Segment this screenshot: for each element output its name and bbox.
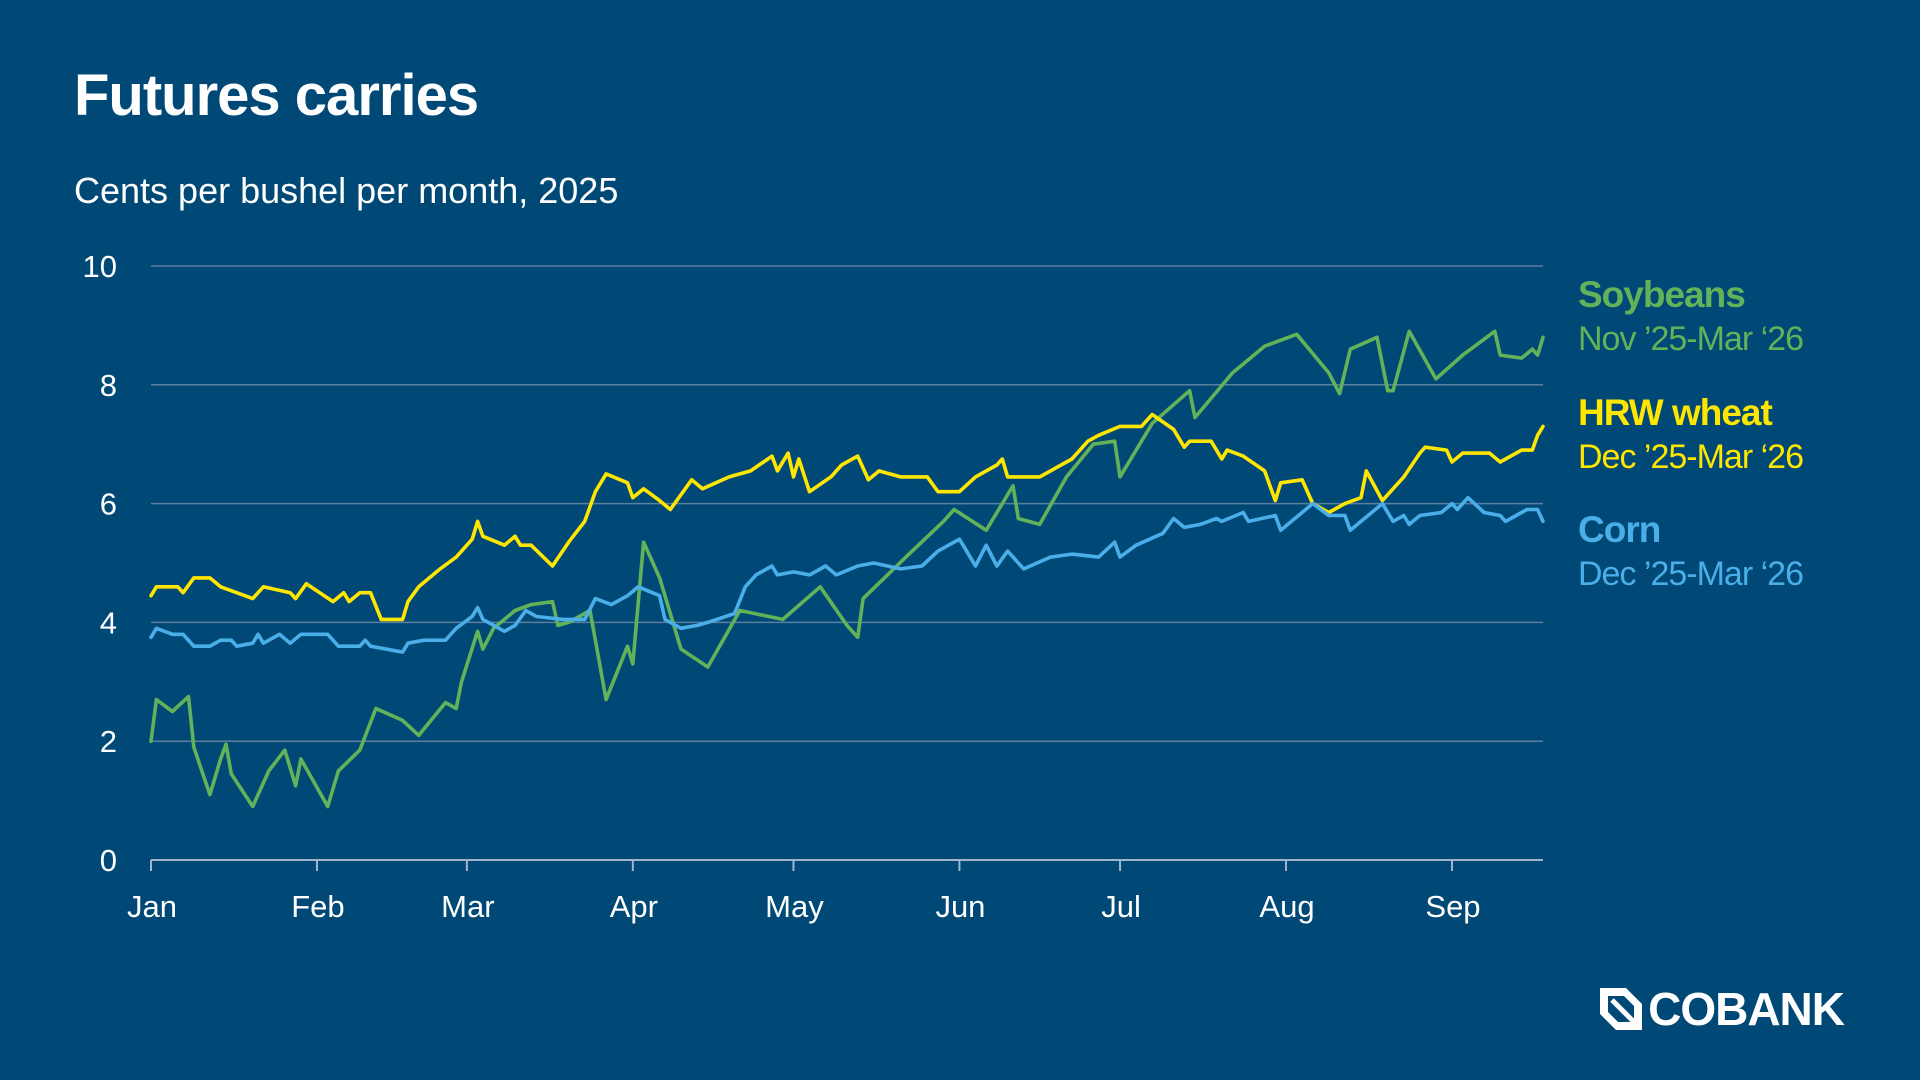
x-tick-label: Aug xyxy=(1259,889,1314,924)
chart-subtitle: Cents per bushel per month, 2025 xyxy=(74,170,619,211)
legend-soybeans-contract: Nov ’25-Mar ‘26 xyxy=(1578,320,1804,358)
chart-title: Futures carries xyxy=(74,63,479,128)
x-tick-label: Sep xyxy=(1425,889,1480,924)
cobank-logo: COBANK xyxy=(1600,982,1845,1036)
x-tick-label: Jul xyxy=(1101,889,1141,924)
legend-item-soybeans: Soybeans Nov ’25-Mar ‘26 xyxy=(1578,274,1804,392)
x-tick-label: Jan xyxy=(127,889,177,924)
y-tick-label: 0 xyxy=(100,843,117,878)
cobank-logo-text: COBANK xyxy=(1648,983,1845,1035)
y-tick-label: 8 xyxy=(100,368,117,403)
y-tick-label: 6 xyxy=(100,487,117,522)
legend-wheat-contract: Dec ’25-Mar ‘26 xyxy=(1578,438,1804,476)
series-line-corn xyxy=(149,495,1545,654)
x-tick-label: May xyxy=(765,889,824,924)
x-tick-label: Apr xyxy=(610,889,658,924)
x-tick-label: Jun xyxy=(935,889,985,924)
series-lines xyxy=(149,329,1545,809)
cobank-logo-icon xyxy=(1600,988,1643,1030)
legend-soybeans-name: Soybeans xyxy=(1578,274,1746,315)
y-tick-label: 4 xyxy=(100,605,117,640)
series-line-soybeans xyxy=(149,329,1545,809)
x-tick-label: Mar xyxy=(441,889,494,924)
x-axis: Jan Feb Mar Apr May Jun Jul Aug Sep xyxy=(127,859,1543,924)
y-tick-label: 10 xyxy=(83,249,117,284)
legend: Soybeans Nov ’25-Mar ‘26 HRW wheat Dec ’… xyxy=(1578,274,1804,594)
legend-item-wheat: HRW wheat Dec ’25-Mar ‘26 xyxy=(1578,392,1804,509)
y-tick-label: 2 xyxy=(100,724,117,759)
y-axis: 0 2 4 6 8 10 xyxy=(83,249,117,878)
legend-item-corn: Corn Dec ’25-Mar ‘26 xyxy=(1578,509,1804,594)
legend-corn-name: Corn xyxy=(1578,509,1661,550)
legend-wheat-name: HRW wheat xyxy=(1578,392,1773,433)
gridlines xyxy=(151,265,1543,742)
legend-corn-contract: Dec ’25-Mar ‘26 xyxy=(1578,555,1804,593)
x-tick-label: Feb xyxy=(291,889,344,924)
